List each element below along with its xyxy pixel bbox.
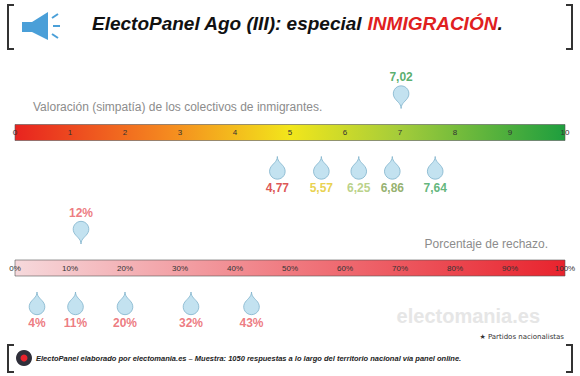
svg-text:ElectoPanel Ago (III): especia: ElectoPanel Ago (III): especial — [92, 13, 367, 34]
svg-text:10%: 10% — [62, 264, 78, 273]
svg-text:4,77: 4,77 — [266, 181, 290, 195]
svg-text:4%: 4% — [28, 316, 46, 330]
svg-text:60%: 60% — [337, 264, 353, 273]
svg-text:32%: 32% — [179, 316, 203, 330]
svg-text:6: 6 — [343, 128, 348, 137]
svg-text:12%: 12% — [69, 206, 93, 220]
svg-text:2: 2 — [123, 128, 128, 137]
svg-text:20%: 20% — [113, 316, 137, 330]
svg-text:43%: 43% — [239, 316, 263, 330]
svg-text:7,02: 7,02 — [389, 70, 413, 84]
svg-text:1: 1 — [68, 128, 73, 137]
svg-text:7: 7 — [398, 128, 403, 137]
svg-text:0: 0 — [13, 128, 18, 137]
svg-text:Porcentaje de rechazo.: Porcentaje de rechazo. — [425, 237, 548, 251]
svg-text:0%: 0% — [9, 264, 21, 273]
svg-text:50%: 50% — [282, 264, 298, 273]
svg-text:.: . — [497, 13, 502, 34]
svg-text:6,86: 6,86 — [381, 181, 405, 195]
svg-text:11%: 11% — [64, 316, 88, 330]
svg-text:★ Partidos nacionalistas: ★ Partidos nacionalistas — [479, 333, 564, 341]
svg-text:10: 10 — [561, 128, 570, 137]
svg-text:electomania.es: electomania.es — [397, 305, 540, 327]
svg-text:ElectoPanel elaborado por elec: ElectoPanel elaborado por electomania.es… — [36, 354, 461, 363]
svg-text:70%: 70% — [392, 264, 408, 273]
svg-text:40%: 40% — [227, 264, 243, 273]
svg-text:100%: 100% — [555, 264, 575, 273]
svg-text:INMIGRACIÓN: INMIGRACIÓN — [368, 13, 499, 34]
svg-text:3: 3 — [178, 128, 183, 137]
svg-text:30%: 30% — [172, 264, 188, 273]
svg-text:5,57: 5,57 — [310, 181, 334, 195]
svg-text:90%: 90% — [502, 264, 518, 273]
svg-text:4: 4 — [233, 128, 238, 137]
svg-text:8: 8 — [453, 128, 458, 137]
svg-text:6,25: 6,25 — [347, 181, 371, 195]
svg-text:5: 5 — [288, 128, 293, 137]
svg-text:80%: 80% — [447, 264, 463, 273]
svg-text:7,64: 7,64 — [424, 181, 448, 195]
svg-text:9: 9 — [508, 128, 513, 137]
svg-text:Valoración (simpatía) de los c: Valoración (simpatía) de los colectivos … — [33, 100, 322, 114]
svg-text:20%: 20% — [117, 264, 133, 273]
